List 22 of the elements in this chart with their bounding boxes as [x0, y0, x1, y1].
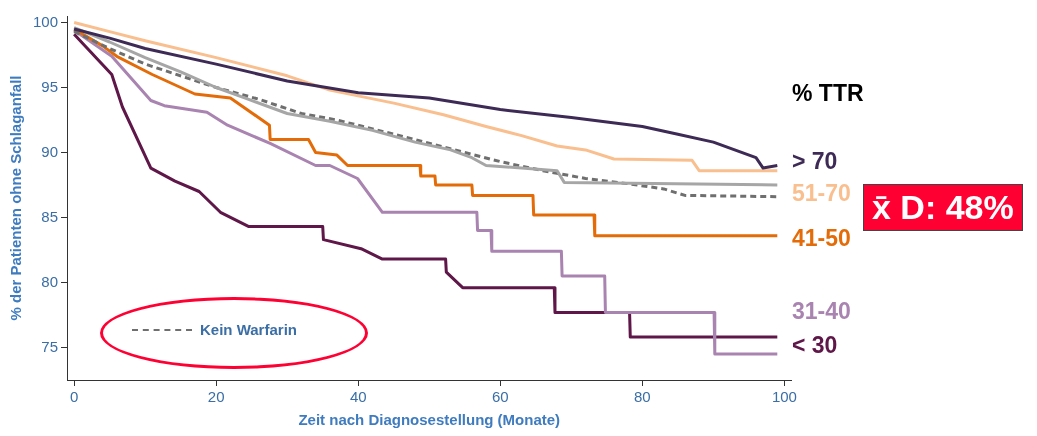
x-tick-label: 60 [491, 388, 509, 406]
series-label: 31-40 [792, 298, 851, 325]
y-tick-label: 90 [41, 142, 59, 160]
x-axis-title: Zeit nach Diagnosestellung (Monate) [298, 411, 561, 429]
y-axis-title: % der Patienten ohne Schlaganfall [7, 75, 25, 321]
x-tick-label: 80 [634, 388, 651, 406]
x-tick-label: 40 [349, 388, 367, 406]
x-tick-label: 100 [771, 388, 797, 406]
series-label: < 30 [792, 332, 838, 359]
series-label: > 70 [792, 148, 838, 175]
y-tick-label: 95 [41, 77, 59, 95]
y-tick-label: 75 [41, 337, 59, 355]
y-tick-label: 100 [33, 12, 59, 30]
series-label: 51-70 [792, 180, 851, 207]
y-tick-label: 80 [41, 272, 59, 290]
legend-label: Kein Warfarin [200, 321, 297, 338]
text: x̄ D: 48% [863, 184, 1023, 231]
legend-title: % TTR [792, 80, 864, 107]
series-label: 41-50 [792, 225, 851, 252]
x-tick-label: 20 [207, 388, 225, 406]
x-tick-label: 0 [69, 388, 79, 406]
y-tick-label: 85 [41, 207, 59, 225]
